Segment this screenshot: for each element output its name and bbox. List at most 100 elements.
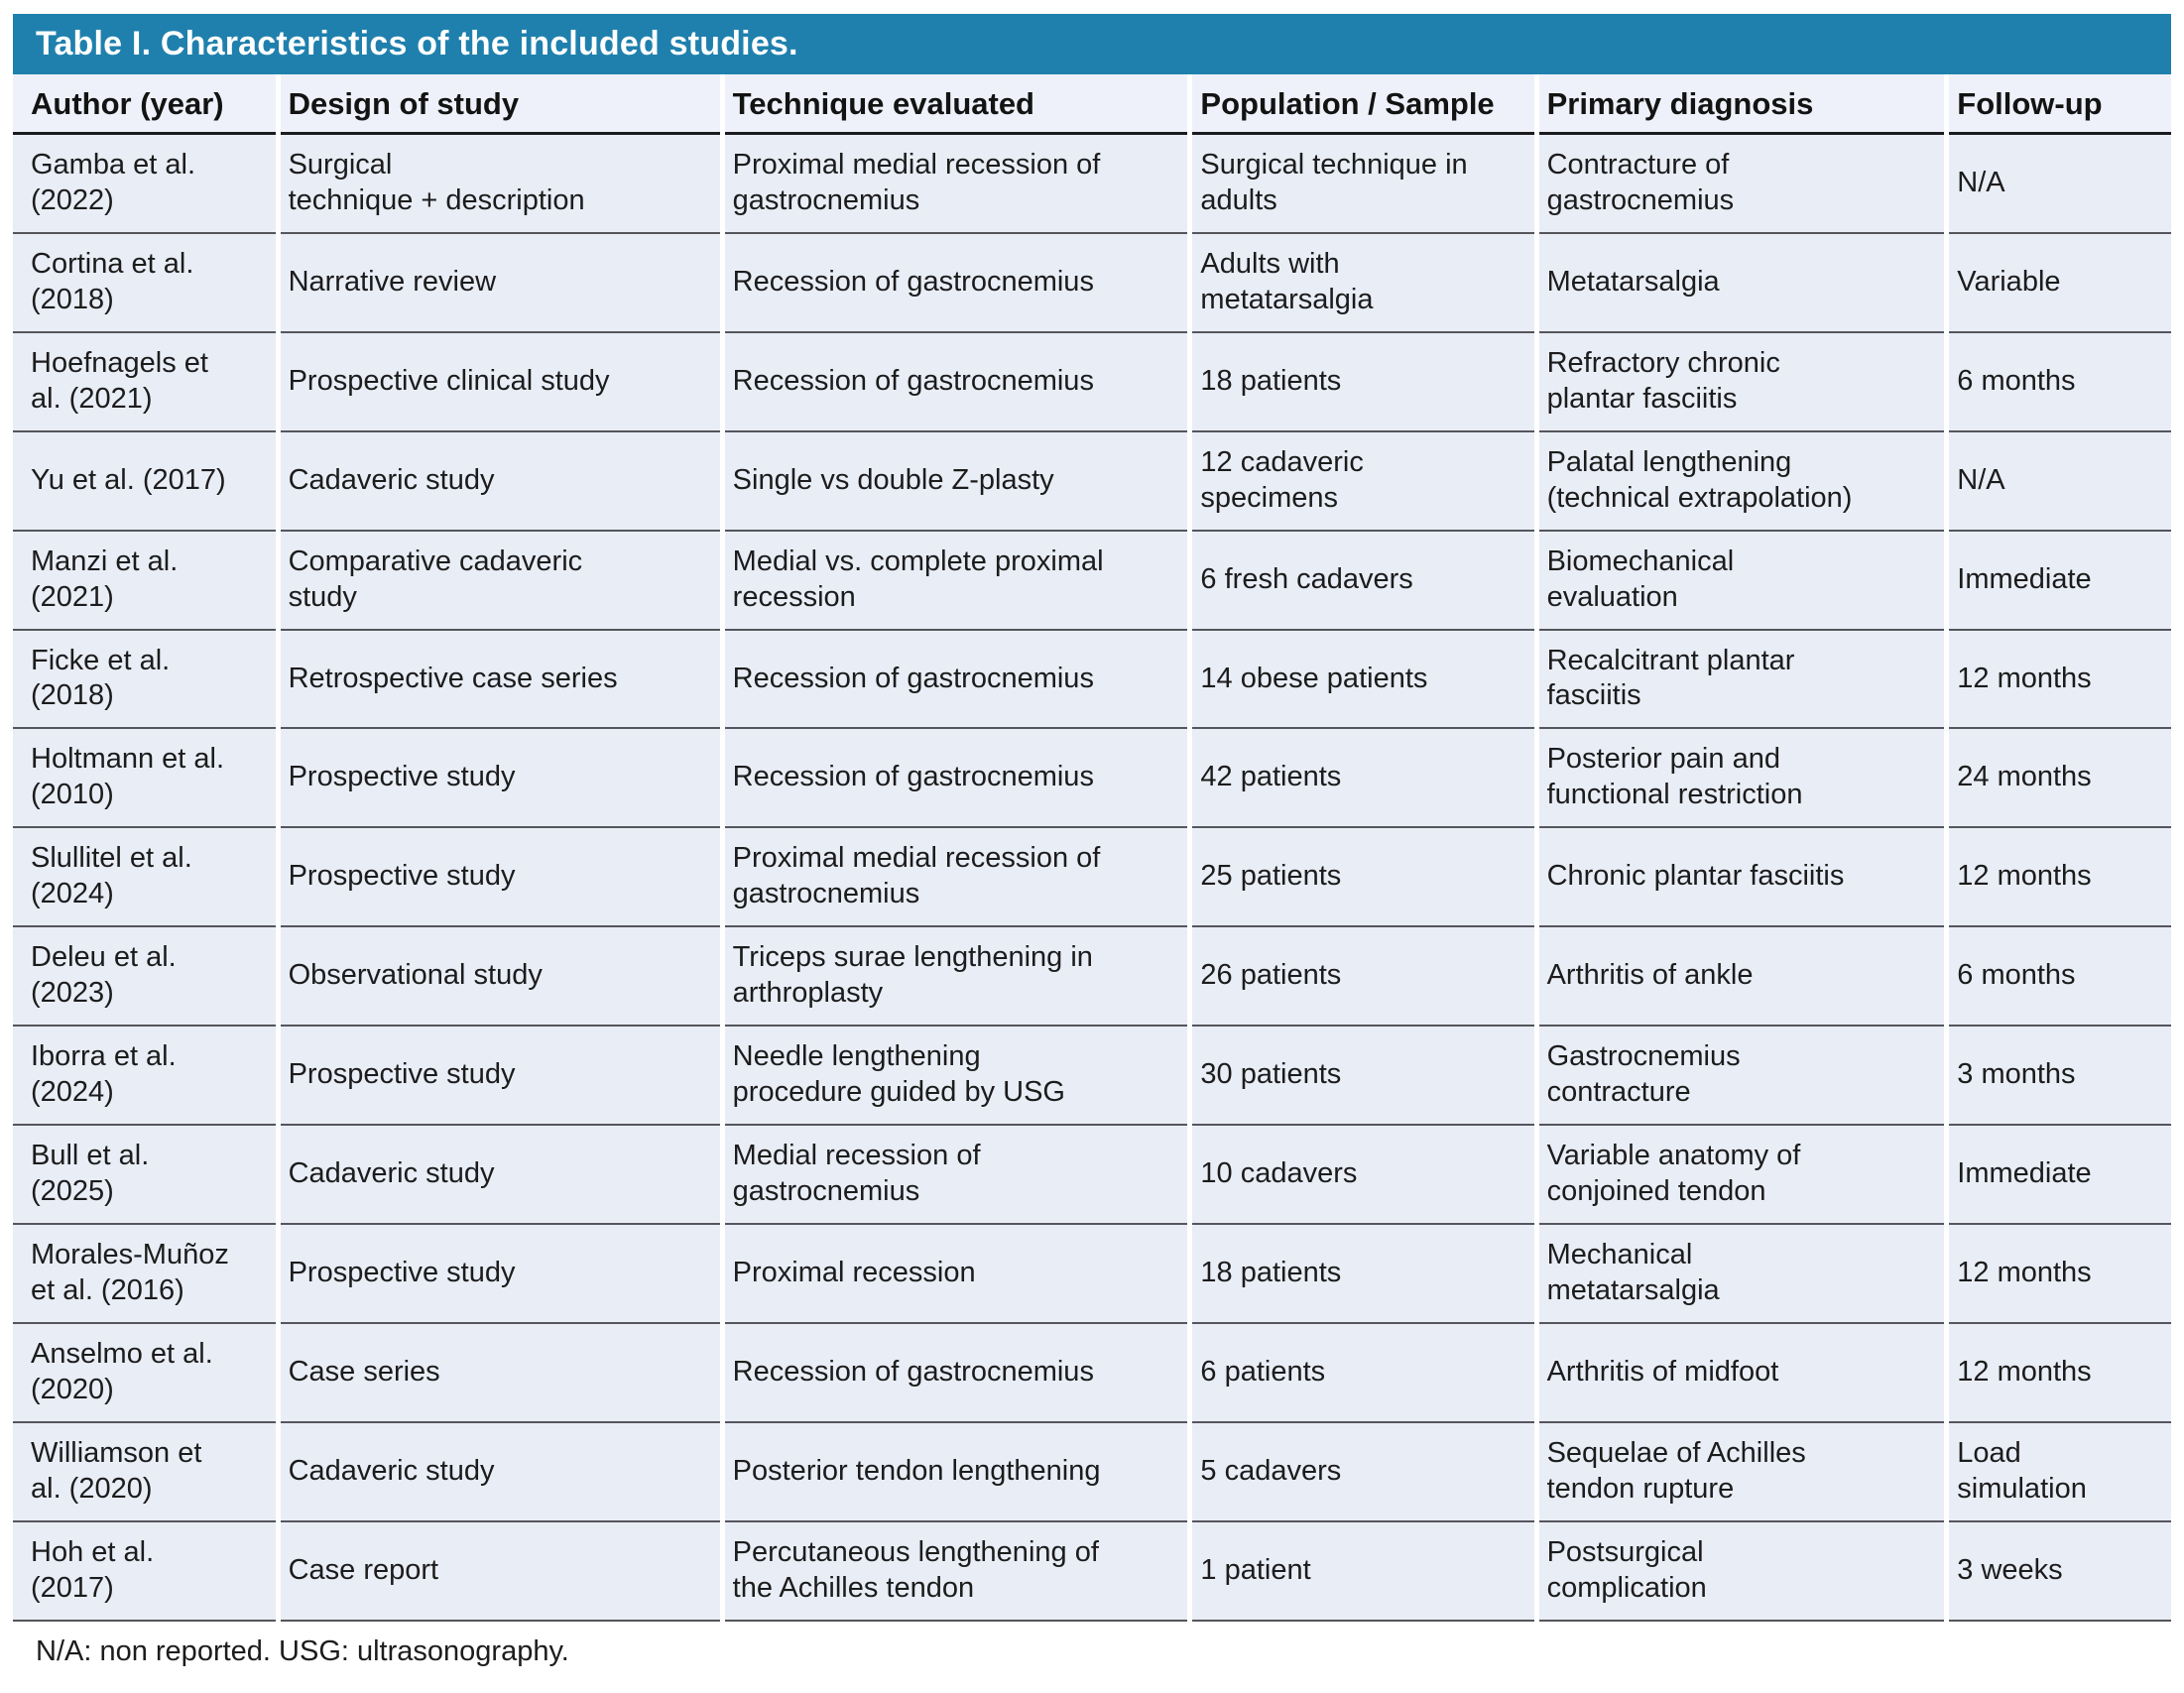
table-cell: Proximal medial recession of gastrocnemi… (724, 828, 1188, 928)
table-row: Hoefnagels et al. (2021) Prospective clin… (13, 332, 2171, 432)
table-row: Slullitel et al. (2024) Prospective study… (13, 828, 2171, 928)
table-cell: 6 months (1949, 332, 2171, 432)
table-cell: Ficke et al. (2018) (13, 630, 276, 730)
table-cell: 12 months (1949, 630, 2171, 730)
table-row: Williamson et al. (2020) Cadaveric study P… (13, 1422, 2171, 1522)
table-cell: Metatarsalgia (1538, 233, 1945, 333)
table-title: Table I. Characteristics of the included… (13, 14, 2171, 74)
table-cell: Posterior tendon lengthening (724, 1422, 1188, 1522)
table-cell: Prospective study (280, 729, 720, 829)
table-cell: Load simulation (1949, 1422, 2171, 1522)
column-header-technique: Technique evaluated (724, 74, 1188, 135)
table-footnote: N/A: non reported. USG: ultrasonography. (36, 1634, 569, 1667)
table-cell: Medial recession of gastrocnemius (724, 1126, 1188, 1225)
table-cell: Gamba et al. (2022) (13, 135, 276, 234)
table-cell: Adults with metatarsalgia (1192, 233, 1534, 333)
table-cell: 1 patient (1192, 1521, 1534, 1622)
table-cell: Postsurgical complication (1538, 1521, 1945, 1622)
table-cell: Case report (280, 1521, 720, 1622)
table-cell: Narrative review (280, 233, 720, 333)
table-cell: Prospective study (280, 1224, 720, 1324)
table-cell: Yu et al. (2017) (13, 431, 276, 532)
table-cell: 12 cadaveric specimens (1192, 431, 1534, 532)
table-header: Author (year) Design of study Technique … (13, 74, 2171, 135)
table-row: Gamba et al. (2022) Surgical technique + … (13, 135, 2171, 234)
table-cell: Bull et al. (2025) (13, 1126, 276, 1225)
table-row: Bull et al. (2025) Cadaveric study Medial … (13, 1126, 2171, 1225)
table-cell: 24 months (1949, 729, 2171, 829)
table-cell: 30 patients (1192, 1027, 1534, 1127)
table-cell: Recession of gastrocnemius (724, 630, 1188, 730)
table-cell: Retrospective case series (280, 630, 720, 730)
table-cell: Prospective study (280, 1027, 720, 1127)
column-header-diagnosis: Primary diagnosis (1538, 74, 1945, 135)
table-cell: 10 cadavers (1192, 1126, 1534, 1225)
table-row: Anselmo et al. (2020) Case series Recessio… (13, 1323, 2171, 1423)
table-cell: Triceps surae lengthening in arthroplast… (724, 927, 1188, 1028)
table-cell: Chronic plantar fasciitis (1538, 828, 1945, 928)
table-cell: Arthritis of midfoot (1538, 1323, 1945, 1423)
table-row: Hoh et al. (2017) Case report Percutaneous… (13, 1521, 2171, 1622)
table-cell: Slullitel et al. (2024) (13, 828, 276, 928)
table-row: Holtmann et al. (2010) Prospective study R… (13, 729, 2171, 829)
table-cell: Cortina et al. (2018) (13, 233, 276, 333)
table-cell: Immediate (1949, 1126, 2171, 1225)
table-cell: Sequelae of Achilles tendon rupture (1538, 1422, 1945, 1522)
column-header-design: Design of study (280, 74, 720, 135)
table-cell: Deleu et al. (2023) (13, 927, 276, 1028)
table-cell: N/A (1949, 135, 2171, 234)
table-cell: 6 fresh cadavers (1192, 531, 1534, 631)
table-cell: Observational study (280, 927, 720, 1028)
table-cell: Recession of gastrocnemius (724, 233, 1188, 333)
table-cell: Holtmann et al. (2010) (13, 729, 276, 829)
table-cell: Cadaveric study (280, 1126, 720, 1225)
table-cell: Surgical technique in adults (1192, 135, 1534, 234)
table-row: Deleu et al. (2023) Observational study Tr… (13, 927, 2171, 1028)
table-cell: Immediate (1949, 531, 2171, 631)
table-cell: Refractory chronic plantar fasciitis (1538, 332, 1945, 432)
table-cell: 18 patients (1192, 1224, 1534, 1324)
table-cell: 6 patients (1192, 1323, 1534, 1423)
table-cell: Prospective study (280, 828, 720, 928)
table-cell: 25 patients (1192, 828, 1534, 928)
table-cell: 6 months (1949, 927, 2171, 1028)
table-cell: 42 patients (1192, 729, 1534, 829)
table-cell: Cadaveric study (280, 1422, 720, 1522)
table-cell: 12 months (1949, 828, 2171, 928)
column-header-population: Population / Sample (1192, 74, 1534, 135)
table-row: Ficke et al. (2018) Retrospective case se… (13, 630, 2171, 730)
table-cell: Biomechanical evaluation (1538, 531, 1945, 631)
table-cell: 12 months (1949, 1323, 2171, 1423)
studies-table: Author (year) Design of study Technique … (8, 74, 2176, 1622)
table-row: Iborra et al. (2024) Prospective study Nee… (13, 1027, 2171, 1127)
table-cell: Hoh et al. (2017) (13, 1521, 276, 1622)
table-cell: Hoefnagels et al. (2021) (13, 332, 276, 432)
table-row: Morales-Muñoz et al. (2016) Prospective s… (13, 1224, 2171, 1324)
table-cell: Variable anatomy of conjoined tendon (1538, 1126, 1945, 1225)
table-cell: Single vs double Z-plasty (724, 431, 1188, 532)
table-cell: Recession of gastrocnemius (724, 1323, 1188, 1423)
table-cell: N/A (1949, 431, 2171, 532)
table-cell: Proximal recession (724, 1224, 1188, 1324)
table-cell: Manzi et al. (2021) (13, 531, 276, 631)
table-cell: 3 weeks (1949, 1521, 2171, 1622)
table-row: Yu et al. (2017) Cadaveric study Single vs… (13, 431, 2171, 532)
table-cell: 26 patients (1192, 927, 1534, 1028)
table-cell: Contracture of gastrocnemius (1538, 135, 1945, 234)
table-cell: Cadaveric study (280, 431, 720, 532)
table-cell: Medial vs. complete proximal recession (724, 531, 1188, 631)
table-cell: Comparative cadaveric study (280, 531, 720, 631)
table-cell: 5 cadavers (1192, 1422, 1534, 1522)
table-cell: Prospective clinical study (280, 332, 720, 432)
table-cell: Mechanical metatarsalgia (1538, 1224, 1945, 1324)
table-cell: Surgical technique + description (280, 135, 720, 234)
table-cell: 3 months (1949, 1027, 2171, 1127)
table-row: Cortina et al. (2018) Narrative review Rec… (13, 233, 2171, 333)
table-row: Manzi et al. (2021) Comparative cadaveric… (13, 531, 2171, 631)
table-cell: Percutaneous lengthening of the Achilles… (724, 1521, 1188, 1622)
table-cell: Needle lengthening procedure guided by U… (724, 1027, 1188, 1127)
table-cell: Variable (1949, 233, 2171, 333)
table-cell: Proximal medial recession of gastrocnemi… (724, 135, 1188, 234)
table-cell: Palatal lengthening (technical extrapola… (1538, 431, 1945, 532)
